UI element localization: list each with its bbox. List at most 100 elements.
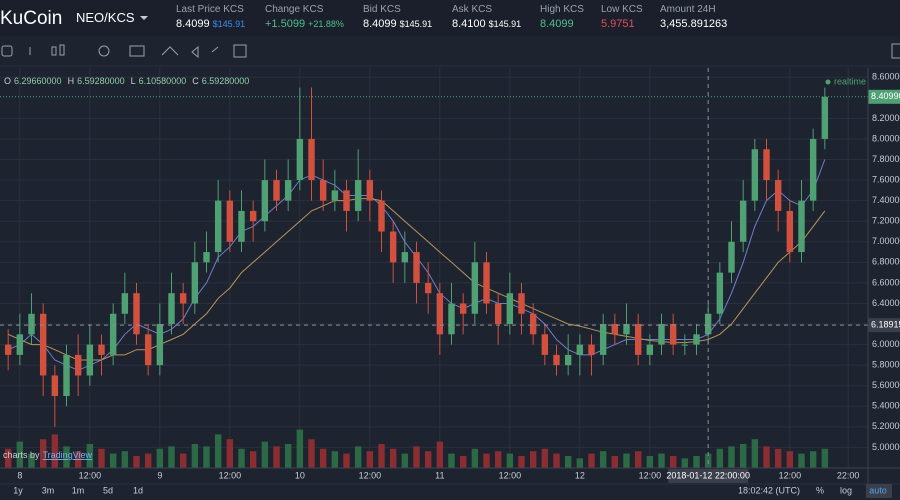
stat-extra: $145.91 [212, 19, 246, 29]
candle-body [284, 180, 292, 201]
candle-body [179, 293, 187, 304]
volume-bar [39, 439, 47, 468]
stat-number: 8.4100 [452, 18, 486, 30]
x-tick-label: 12:00 [79, 470, 102, 480]
legend-key: O [4, 76, 11, 86]
range-button[interactable]: 1d [133, 485, 143, 495]
candle-body [74, 354, 82, 376]
volume-bar [308, 439, 315, 468]
volume-bar [366, 451, 374, 468]
candle-body [39, 313, 47, 376]
candle-body [646, 344, 654, 355]
x-tick-label: 10 [295, 470, 305, 480]
candle-body [436, 293, 444, 335]
candle-body [541, 334, 549, 355]
pair-selector[interactable]: NEO/KCS [76, 10, 148, 25]
candle-body [4, 344, 12, 355]
volume-bar [529, 451, 537, 468]
volume-bar [763, 446, 770, 468]
candle-body [354, 180, 362, 211]
candle-body [296, 138, 304, 181]
x-tick-label: 12:00 [359, 470, 382, 480]
logo[interactable]: KuCoin [0, 8, 63, 29]
legend-value: 6.10580000 [139, 76, 187, 86]
candle-body [751, 149, 759, 201]
stat-number: 8.4099 [363, 18, 397, 30]
volume-bar [378, 444, 385, 468]
volume-bar [74, 451, 82, 468]
ohlc-legend: O 6.29660000 H 6.59280000 L 6.10580000 C 6.5928… [4, 76, 249, 86]
candle-body [786, 210, 794, 253]
volume-bar [4, 448, 12, 468]
candle-body [28, 313, 35, 335]
volume-bar [214, 434, 222, 468]
candle-body [226, 200, 234, 242]
range-button[interactable]: 5d [103, 485, 113, 495]
x-tick-label: 12:00 [779, 470, 802, 480]
candle-body [261, 180, 269, 222]
realtime-label: realtime [834, 76, 866, 86]
volume-bar [191, 444, 199, 468]
header: KuCoin NEO/KCS Last Price KCS 8.4099 $145.… [0, 0, 900, 37]
x-tick-label: 12:00 [639, 470, 662, 480]
y-tick-label: 5.60000 [872, 380, 900, 390]
volume-bar [168, 446, 175, 468]
legend-value: 6.29660000 [14, 76, 62, 86]
toolbar [0, 36, 900, 66]
volume-bar [471, 448, 479, 468]
volume-bar [798, 453, 805, 468]
y-tick-label: 5.00000 [872, 442, 900, 452]
range-button[interactable]: 3m [42, 485, 55, 495]
stat-value: 5.9751 [601, 18, 643, 30]
stat-label: Ask KCS [452, 4, 493, 15]
volume-bar [51, 434, 59, 468]
candle-body [774, 180, 782, 211]
volume-bar [413, 446, 420, 468]
y-tick-label: 8.20000 [872, 113, 900, 123]
scale-option[interactable]: auto [869, 485, 887, 495]
y-tick-label: 6.80000 [872, 257, 900, 267]
candle-body [529, 313, 537, 335]
candle-body [273, 180, 280, 201]
range-button[interactable]: 1m [72, 485, 85, 495]
y-tick-label: 5.40000 [872, 401, 900, 411]
candle-body [681, 344, 689, 346]
volume-bar [156, 448, 164, 468]
candle-body [109, 313, 117, 355]
volume-bar [809, 451, 817, 468]
volume-bar [564, 456, 572, 468]
stat-label: Amount 24H [660, 4, 716, 15]
candle-body [389, 231, 397, 263]
stat-number: +1.5099 [265, 18, 306, 30]
stat-extra: $145.91 [488, 19, 522, 29]
last-price-tag [868, 89, 900, 104]
candle-body [728, 241, 735, 273]
candle-body [63, 354, 70, 397]
stat: Ask KCS 8.4100 $145.91 [452, 4, 521, 30]
stat-number: 3,455.891263 [660, 18, 728, 30]
candle-body [623, 324, 630, 335]
candle-body [214, 200, 222, 253]
stat: Low KCS 5.9751 [601, 4, 643, 30]
range-button[interactable]: 1y [13, 485, 23, 495]
volume-bar [16, 441, 24, 468]
scale-option[interactable]: log [840, 485, 852, 495]
toolbar-icons[interactable] [1, 43, 900, 59]
stat-extra: $145.91 [399, 19, 433, 29]
stat-label: Change KCS [265, 4, 324, 15]
x-tick-label: 12 [575, 470, 585, 480]
stat: Change KCS +1.5099 +21.88% [265, 4, 344, 30]
candle-body [308, 138, 315, 181]
y-tick-label: 6.00000 [872, 339, 900, 349]
stat-extra: +21.88% [308, 19, 344, 29]
stat-label: Low KCS [601, 4, 643, 15]
scale-option[interactable]: % [816, 485, 824, 495]
legend-key: H [68, 76, 75, 86]
volume-bar [354, 446, 362, 468]
watermark: charts by TradingView [3, 450, 93, 460]
stat: Amount 24H 3,455.891263 [660, 4, 727, 30]
volume-bar [658, 453, 665, 468]
legend-value: 6.59280000 [202, 76, 250, 86]
volume-bar [436, 441, 444, 468]
